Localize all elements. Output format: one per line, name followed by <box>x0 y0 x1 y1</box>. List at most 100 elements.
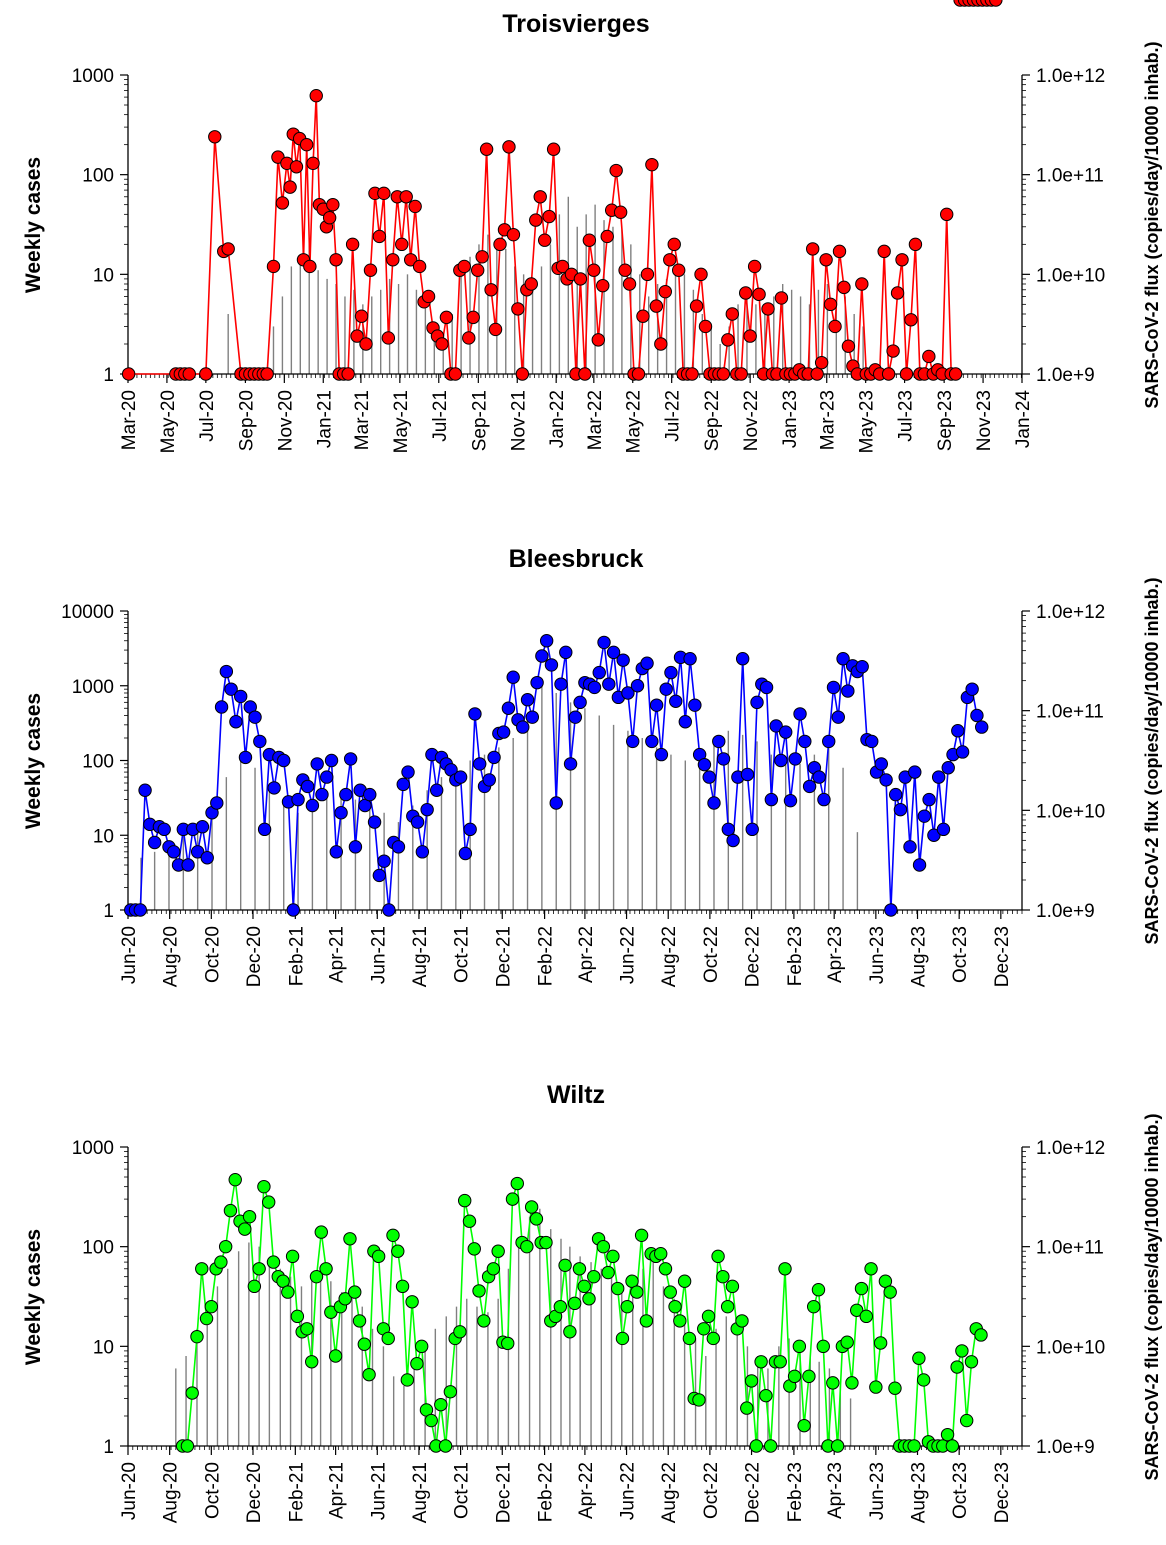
plot-area: 1 10 100 1000 1.0e+9 1.0e+10 1.0e+11 1.0e+12 Mar… <box>72 0 1105 453</box>
cases-point <box>658 1262 673 1276</box>
cases-point <box>587 263 601 277</box>
cases-point <box>840 1335 854 1349</box>
cases-point <box>945 1439 960 1453</box>
x-tick-label: Sep-23 <box>935 390 956 451</box>
cases-point <box>912 1351 926 1365</box>
cases-point <box>577 1279 591 1294</box>
x-tick-label: Dec-20 <box>244 1462 265 1523</box>
cases-point <box>391 840 406 854</box>
cases-point <box>654 337 668 351</box>
cases-point <box>458 846 473 861</box>
cases-point <box>473 757 487 771</box>
cases-point <box>493 237 507 252</box>
y2-axis-label: SARS-CoV-2 flux (copies/day/10000 inhab.… <box>1142 1113 1162 1480</box>
cases-point <box>640 267 655 282</box>
cases-point <box>138 783 152 797</box>
cases-point <box>539 634 554 648</box>
cases-point <box>167 845 181 859</box>
x-tick-label: Jan-23 <box>780 390 801 448</box>
cases-point <box>214 1255 228 1269</box>
cases-point <box>309 88 323 103</box>
cases-point <box>434 1397 448 1412</box>
cases-point <box>253 734 267 749</box>
cases-point <box>778 1262 792 1276</box>
cases-point <box>616 653 630 667</box>
chart-panel-troisvierges: Troisvierges Weekly cases SARS-CoV-2 flu… <box>22 0 1162 453</box>
cases-point <box>592 665 606 680</box>
cases-point <box>544 658 559 672</box>
x-tick-label: Oct-22 <box>701 926 722 983</box>
cases-point <box>802 779 817 794</box>
cases-point <box>927 828 941 842</box>
cases-point <box>354 309 369 323</box>
cases-point <box>467 1242 481 1256</box>
cases-point <box>372 868 387 883</box>
y2-tick-label: 1.0e+9 <box>1036 365 1095 386</box>
cases-point <box>931 770 946 784</box>
cases-point <box>348 1285 362 1299</box>
cases-point <box>147 835 162 850</box>
cases-point <box>955 745 970 759</box>
cases-point <box>468 707 482 721</box>
x-tick-label: Mar-21 <box>352 390 373 450</box>
cases-point <box>582 233 597 247</box>
cases-point <box>424 1413 438 1428</box>
cases-point <box>218 1239 233 1254</box>
cases-point <box>195 820 210 834</box>
cases-point <box>363 787 377 802</box>
cases-point <box>816 1339 830 1354</box>
cases-point <box>759 1388 773 1403</box>
cases-point <box>377 854 391 868</box>
cases-point <box>367 815 382 829</box>
cases-point <box>470 263 485 277</box>
cases-point <box>362 1367 376 1382</box>
cases-point <box>798 734 812 749</box>
cases-point <box>783 793 798 808</box>
y-tick-label: 1000 <box>72 1138 114 1159</box>
cases-point <box>626 734 640 749</box>
cases-point <box>558 1258 572 1273</box>
x-tick-label: Jun-23 <box>867 1462 888 1520</box>
y-tick-label: 10 <box>93 826 114 847</box>
cases-point <box>511 302 525 316</box>
x-tick-label: Jun-23 <box>867 926 888 984</box>
cases-point <box>484 283 498 297</box>
x-tick-label: Feb-22 <box>536 1462 557 1522</box>
cases-point <box>883 1285 897 1299</box>
cases-point <box>865 734 879 749</box>
cases-point <box>639 1314 654 1328</box>
cases-point <box>877 244 891 259</box>
cases-point <box>989 0 1003 7</box>
cases-point <box>734 367 748 381</box>
plot-area: 1 10 100 1000 1.0e+9 1.0e+10 1.0e+11 1.0e+12 Jun… <box>72 1138 1106 1523</box>
cases-point <box>823 297 838 312</box>
cases-point <box>721 822 736 837</box>
y2-tick-label: 1.0e+10 <box>1036 1337 1105 1358</box>
cases-point <box>720 1299 735 1314</box>
cases-point <box>563 757 578 771</box>
cases-point <box>907 1439 921 1453</box>
cases-point <box>341 367 355 381</box>
cases-point <box>832 244 847 259</box>
cases-point <box>573 272 588 286</box>
x-tick-label: Nov-23 <box>974 390 995 451</box>
cases-point <box>309 1269 324 1284</box>
cases-point <box>788 752 802 766</box>
cases-point <box>955 1344 969 1358</box>
x-tick-label: Jun-20 <box>119 926 140 984</box>
cases-point <box>438 1439 453 1453</box>
cases-point <box>631 367 646 381</box>
cases-point <box>472 1284 486 1298</box>
cases-point <box>391 1244 405 1258</box>
cases-point <box>257 1179 271 1194</box>
cases-point <box>610 1281 625 1296</box>
cases-point <box>725 1279 740 1294</box>
x-tick-label: May-21 <box>391 390 412 453</box>
cases-point <box>649 299 664 313</box>
cases-point <box>466 310 480 325</box>
cases-point <box>395 1279 410 1294</box>
cases-point <box>596 1239 611 1254</box>
cases-point <box>940 1427 955 1442</box>
cases-point <box>663 1285 677 1299</box>
cases-point <box>975 720 989 734</box>
